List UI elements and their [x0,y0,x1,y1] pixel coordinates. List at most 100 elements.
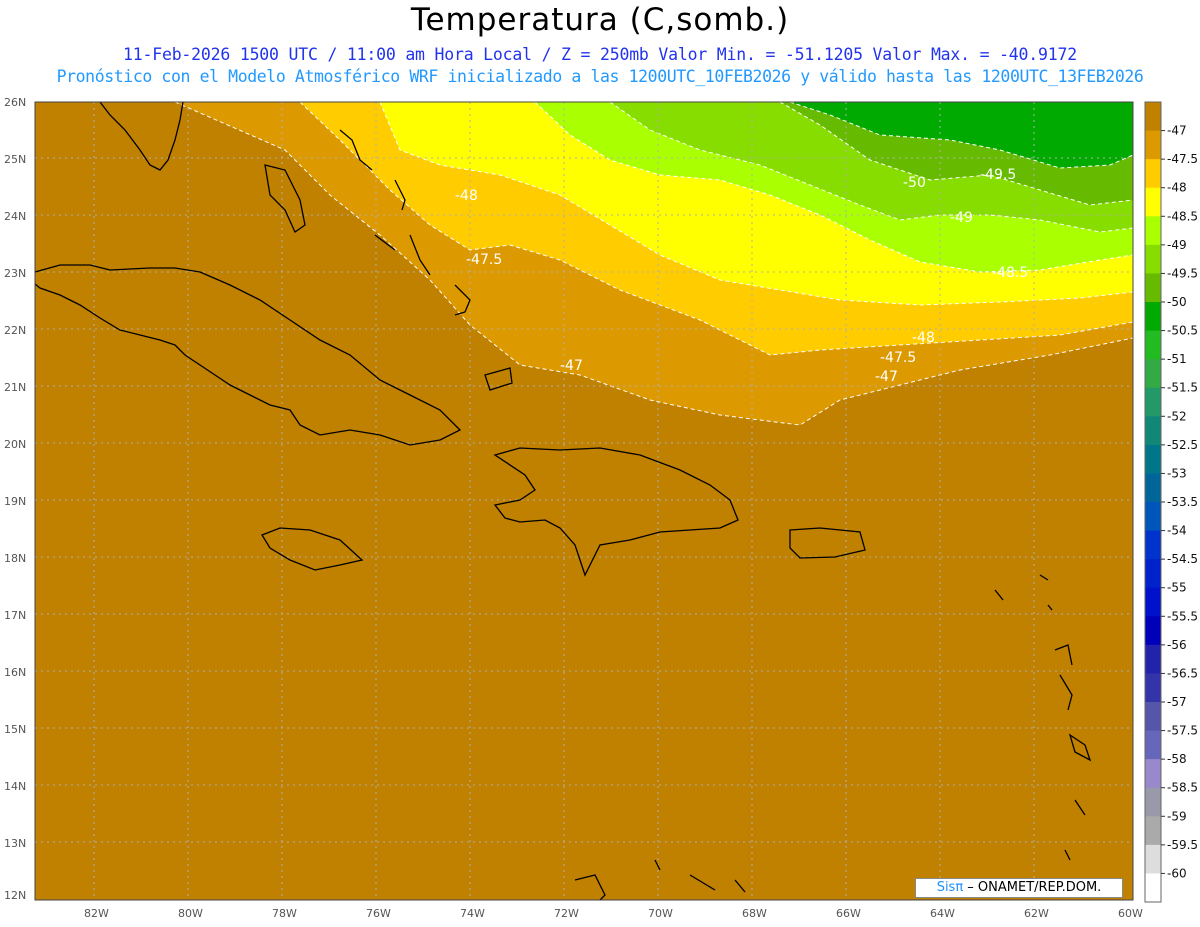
map-title: Temperatura (C,somb.) [410,2,790,38]
colorbar-label: -59.5 [1167,838,1198,852]
contour-value-labels: -48 -47.5 -47 -50 -49.5 -49 -48.5 -48 -4… [455,167,1028,385]
lat-label: 19N [4,495,26,508]
lon-label: 70W [648,907,673,920]
colorbar-swatch [1145,502,1161,532]
south-america-coast [574,859,746,901]
lon-label: 68W [742,907,767,920]
colorbar-label: -56 [1167,638,1187,652]
colorbar-swatch [1145,559,1161,589]
colorbar-label: -48.5 [1167,209,1198,223]
colorbar: -47 -47.5 -48 -48.5 -49 -49.5 -50 -50.5 -51 -51.5… [1144,101,1198,903]
contour-line [789,101,1134,169]
latitude-labels: 26N 25N 24N 23N 22N 21N 20N 19N 18N 17N … [4,96,26,902]
colorbar-swatch [1145,644,1161,674]
colorbar-swatch [1145,416,1161,446]
colorbar-swatch [1145,130,1161,160]
coastlines [34,101,1092,901]
credit-box: Sisπ – ONAMET/REP.DOM. [915,878,1123,898]
colorbar-swatch [1145,216,1161,246]
colorbar-label: -47 [1167,124,1187,138]
jamaica-coast [261,527,364,571]
colorbar-swatch [1145,530,1161,560]
contour-label: -47.5 [466,252,502,268]
colorbar-label: -54.5 [1167,552,1198,566]
lat-label: 16N [4,666,26,679]
colorbar-swatch [1145,187,1161,217]
puerto-rico-coast [789,527,866,559]
lat-label: 23N [4,267,26,280]
colorbar-swatch [1145,816,1161,846]
colorbar-swatch [1145,387,1161,417]
andros-coast [264,164,306,233]
lon-label: 64W [930,907,955,920]
colorbar-label: -49.5 [1167,266,1198,280]
colorbar-swatch [1145,359,1161,389]
lat-label: 24N [4,210,26,223]
lon-label: 80W [178,907,203,920]
colorbar-swatch [1145,273,1161,303]
lon-label: 74W [460,907,485,920]
lat-label: 22N [4,324,26,337]
longitude-labels: 82W 80W 78W 76W 74W 72W 70W 68W 66W 64W … [84,907,1143,920]
colorbar-swatch [1145,702,1161,732]
colorbar-swatch [1145,844,1161,874]
field-50-5 [790,102,1133,168]
colorbar-label: -58.5 [1167,781,1198,795]
lon-label: 78W [272,907,297,920]
model-info-subtitle: Pronóstico con el Modelo Atmosférico WRF… [56,67,1144,86]
colorbar-label: -57.5 [1167,724,1198,738]
lon-label: 76W [366,907,391,920]
colorbar-label: -51.5 [1167,381,1198,395]
lon-label: 66W [836,907,861,920]
lon-label: 62W [1024,907,1049,920]
lesser-antilles [994,574,1092,861]
map-frame [34,101,1134,901]
contour-label: -47 [560,358,583,374]
colorbar-label: -57 [1167,695,1187,709]
colorbar-swatch [1145,302,1161,332]
florida-coast [99,101,184,171]
contour-label: -48 [912,330,935,346]
credit-text: – ONAMET/REP.DOM. [963,880,1102,895]
colorbar-swatch [1145,759,1161,789]
colorbar-label: -47.5 [1167,152,1198,166]
colorbar-label: -50 [1167,295,1187,309]
cuba-coast [34,264,462,446]
colorbar-swatch [1145,159,1161,189]
lat-label: 25N [4,153,26,166]
lon-label: 82W [84,907,109,920]
colorbar-label: -54 [1167,524,1187,538]
bahamas-islands [339,129,513,391]
colorbar-label: -53.5 [1167,495,1198,509]
contour-line [299,101,1134,356]
contour-label: -48.5 [992,265,1028,281]
forecast-time-subtitle: 11-Feb-2026 1500 UTC / 11:00 am Hora Loc… [123,45,1077,64]
colorbar-swatch [1145,444,1161,474]
lat-label: 14N [4,780,26,793]
colorbar-swatch [1145,787,1161,817]
colorbar-label: -60 [1167,866,1187,880]
colorbar-swatch [1145,587,1161,617]
lat-label: 12N [4,889,26,902]
lat-label: 15N [4,723,26,736]
colorbar-swatch [1145,616,1161,646]
lat-label: 26N [4,96,26,109]
contour-line [379,101,1134,306]
contour-label: -50 [903,175,926,191]
lat-label: 20N [4,438,26,451]
colorbar-swatch [1145,873,1161,903]
colorbar-label: -55 [1167,581,1187,595]
colorbar-swatch [1145,473,1161,503]
lat-label: 18N [4,552,26,565]
colorbar-label: -55.5 [1167,609,1198,623]
colorbar-label: -56.5 [1167,666,1198,680]
sispi-logo-text: Sisπ [936,880,964,895]
temperature-fill [35,102,1133,900]
colorbar-label: -59 [1167,809,1187,823]
colorbar-label: -48 [1167,181,1187,195]
contour-line [609,101,1134,233]
lat-label: 21N [4,381,26,394]
colorbar-label: -50.5 [1167,324,1198,338]
contour-line [779,101,1134,206]
